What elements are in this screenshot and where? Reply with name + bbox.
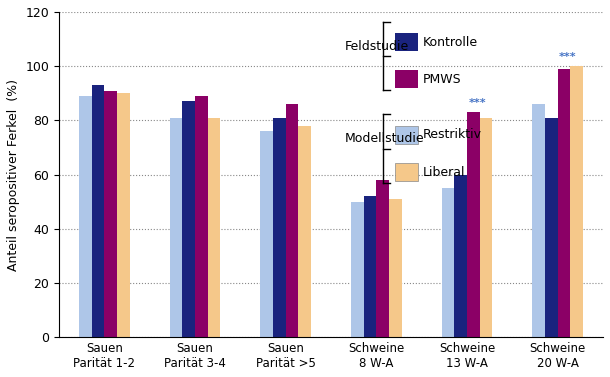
Bar xyxy=(454,175,467,337)
Bar xyxy=(364,196,376,337)
Bar xyxy=(376,180,389,337)
Bar xyxy=(92,85,104,337)
Text: Restriktiv: Restriktiv xyxy=(423,128,481,141)
Bar xyxy=(479,118,492,337)
Bar xyxy=(533,104,545,337)
Bar xyxy=(117,93,130,337)
Bar xyxy=(195,96,208,337)
Bar xyxy=(570,66,583,337)
Bar xyxy=(558,69,570,337)
Text: ***: *** xyxy=(468,98,486,108)
Y-axis label: Anteil seropositiver Ferkel  (%): Anteil seropositiver Ferkel (%) xyxy=(7,78,20,271)
Text: PMWS: PMWS xyxy=(423,73,461,86)
Bar xyxy=(285,104,298,337)
Bar xyxy=(79,96,91,337)
Bar xyxy=(389,199,402,337)
FancyBboxPatch shape xyxy=(395,163,418,181)
Bar xyxy=(442,188,454,337)
Bar xyxy=(298,126,311,337)
Bar xyxy=(467,112,479,337)
Text: Kontrolle: Kontrolle xyxy=(423,35,478,49)
Text: Liberal: Liberal xyxy=(423,166,465,179)
FancyBboxPatch shape xyxy=(395,126,418,144)
Text: Modellstudie: Modellstudie xyxy=(345,132,425,145)
Bar xyxy=(351,202,364,337)
Bar xyxy=(182,101,195,337)
Bar xyxy=(104,90,117,337)
Bar xyxy=(260,131,273,337)
Bar xyxy=(170,118,182,337)
Text: ***: *** xyxy=(559,52,576,62)
Bar xyxy=(545,118,558,337)
Bar xyxy=(208,118,220,337)
FancyBboxPatch shape xyxy=(395,33,418,51)
FancyBboxPatch shape xyxy=(395,70,418,88)
Bar xyxy=(273,118,285,337)
Text: Feldstudie: Feldstudie xyxy=(345,40,409,53)
